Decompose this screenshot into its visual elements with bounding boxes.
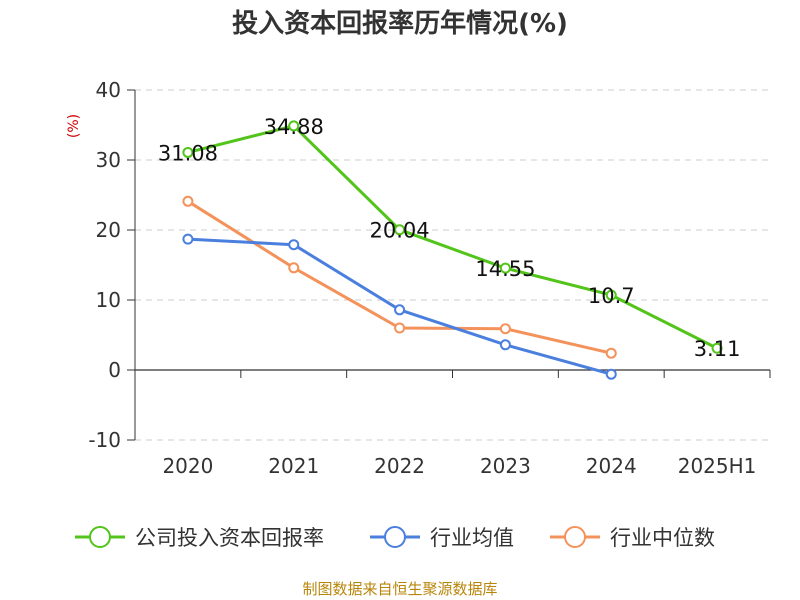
legend-marker: [564, 526, 586, 548]
legend-label: 公司投入资本回报率: [135, 526, 324, 550]
series-lines: [182, 120, 723, 380]
data-point: [182, 195, 194, 207]
data-point: [182, 146, 194, 158]
legend[interactable]: 公司投入资本回报率 行业均值 行业中位数: [75, 526, 715, 550]
x-tick-label: 2021: [268, 454, 319, 478]
y-tick-label: -10: [88, 428, 121, 452]
data-point: [182, 233, 194, 245]
grid: [135, 89, 770, 441]
legend-item[interactable]: 行业均值: [370, 526, 514, 550]
legend-marker: [89, 526, 111, 548]
data-label: 10.7: [588, 284, 635, 308]
data-label: 34.88: [264, 115, 324, 139]
legend-item[interactable]: 公司投入资本回报率: [75, 526, 324, 550]
data-labels: 31.08 34.88 20.04 14.55 10.7 3.11: [158, 115, 741, 361]
data-label: 3.11: [694, 337, 741, 361]
y-tick-label: 20: [96, 218, 121, 242]
series-line: [187, 124, 718, 350]
data-point: [605, 368, 617, 380]
data-point: [394, 304, 406, 316]
x-tick-label: 2020: [162, 454, 213, 478]
data-label: 31.08: [158, 141, 218, 165]
data-point: [288, 120, 300, 132]
axes: 40 30 20 10 0 -10 2020 2021 2022 2023 2024 2025H1: [88, 78, 771, 478]
x-tick-label: 2022: [374, 454, 425, 478]
legend-label: 行业均值: [430, 526, 514, 550]
legend-label: 行业中位数: [610, 526, 715, 550]
data-point: [605, 289, 617, 301]
data-point: [499, 262, 511, 274]
data-point: [288, 239, 300, 251]
data-point: [288, 262, 300, 274]
chart-title: 投入资本回报率历年情况(%): [232, 8, 568, 39]
y-tick-label: 10: [96, 288, 121, 312]
data-point: [499, 339, 511, 351]
data-point: [711, 342, 723, 354]
data-label: 14.55: [475, 257, 535, 281]
data-point: [499, 323, 511, 335]
legend-marker: [384, 526, 406, 548]
source-note: 制图数据来自恒生聚源数据库: [302, 580, 497, 598]
x-tick-label: 2024: [586, 454, 637, 478]
y-tick-label: 40: [96, 78, 121, 102]
data-point: [605, 347, 617, 359]
x-tick-label: 2025H1: [678, 454, 757, 478]
data-point: [394, 224, 406, 236]
y-tick-label: 0: [108, 358, 121, 382]
x-tick-label: 2023: [480, 454, 531, 478]
y-tick-label: 30: [96, 148, 121, 172]
data-point: [394, 322, 406, 334]
y-axis-unit: (%): [66, 114, 82, 138]
data-label: 20.04: [370, 219, 430, 243]
legend-item[interactable]: 行业中位数: [550, 526, 715, 550]
